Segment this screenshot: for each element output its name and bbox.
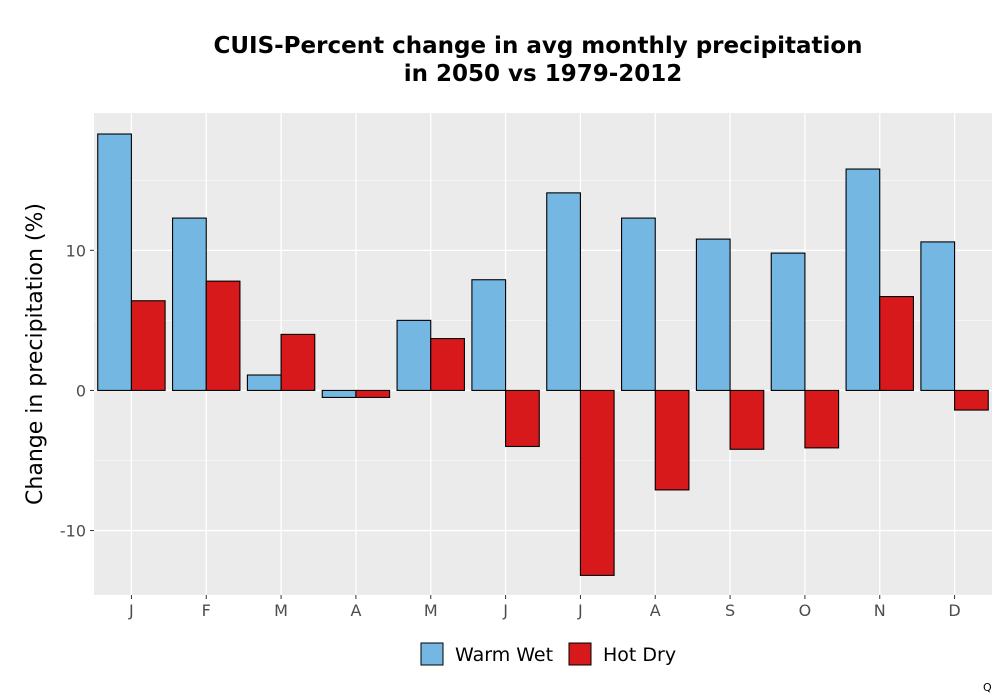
y-tick-label: 10: [66, 241, 86, 260]
bar-hot-dry-0: [130, 300, 166, 391]
x-tick-label: J: [128, 601, 134, 620]
legend-swatch-hot-dry: [568, 642, 592, 666]
bar-hot-dry-10: [879, 296, 914, 391]
x-tick-label: A: [350, 601, 361, 620]
legend-label-hot-dry: Hot Dry: [603, 644, 676, 666]
bar-warm-wet-3: [321, 389, 357, 398]
bar-hot-dry-9: [804, 389, 840, 449]
corner-mark: Q: [983, 681, 992, 694]
y-axis-ticks: -10 0 10: [60, 241, 94, 541]
bar-warm-wet-5: [471, 279, 507, 391]
x-tick-label: J: [577, 601, 583, 620]
legend-swatch-warm-wet: [420, 642, 444, 666]
bar-warm-wet-10: [845, 168, 881, 391]
bar-hot-dry-11: [954, 389, 989, 411]
chart-title-line2: in 2050 vs 1979-2012: [404, 61, 683, 87]
legend-label-warm-wet: Warm Wet: [455, 644, 553, 666]
bar-hot-dry-5: [505, 389, 540, 448]
bar-warm-wet-8: [695, 238, 731, 391]
bar-warm-wet-2: [246, 374, 282, 391]
x-tick-label: F: [202, 601, 211, 620]
x-tick-label: O: [799, 601, 812, 620]
bar-hot-dry-8: [729, 389, 765, 450]
bar-hot-dry-7: [654, 389, 690, 491]
bar-hot-dry-1: [205, 280, 241, 391]
x-tick-label: J: [502, 601, 508, 620]
x-tick-label: N: [874, 601, 886, 620]
x-tick-label: M: [424, 601, 438, 620]
bar-warm-wet-7: [621, 217, 656, 391]
x-tick-label: M: [274, 601, 288, 620]
y-tick-label: 0: [76, 381, 86, 400]
x-tick-label: A: [650, 601, 661, 620]
bar-warm-wet-6: [546, 192, 581, 391]
bar-hot-dry-3: [355, 389, 391, 398]
x-tick-label: D: [948, 601, 960, 620]
bar-warm-wet-4: [396, 319, 432, 391]
bar-hot-dry-2: [280, 333, 316, 391]
bar-warm-wet-1: [172, 217, 207, 391]
bar-warm-wet-9: [770, 252, 806, 391]
bar-hot-dry-6: [579, 389, 615, 576]
legend: Warm Wet Hot Dry: [420, 642, 676, 666]
bar-warm-wet-11: [920, 241, 956, 391]
bar-hot-dry-4: [430, 338, 465, 391]
bars-group: [97, 133, 989, 576]
bar-warm-wet-0: [97, 133, 132, 391]
x-tick-label: S: [725, 601, 735, 620]
plot-panel: [94, 113, 992, 595]
y-tick-label: -10: [60, 522, 86, 541]
chart-title-line1: CUIS-Percent change in avg monthly preci…: [213, 33, 862, 59]
y-axis-label: Change in precipitation (%): [23, 203, 48, 505]
